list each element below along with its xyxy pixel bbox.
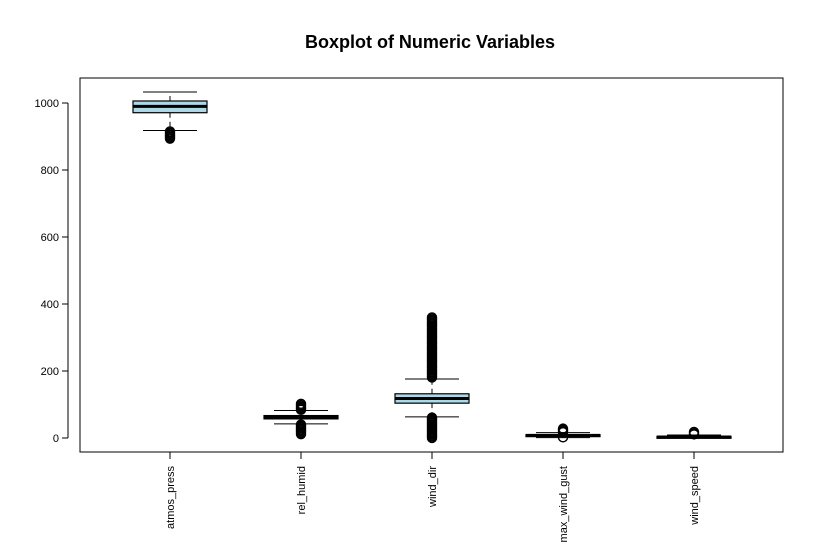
outlier-point: [295, 429, 307, 440]
x-tick-label: wind_dir: [427, 466, 439, 508]
outlier-point: [426, 432, 438, 444]
y-tick-label: 400: [41, 299, 59, 311]
outlier-point: [295, 404, 307, 416]
x-tick-label: wind_speed: [689, 466, 701, 526]
outlier-point: [164, 133, 176, 144]
chart-title: Boxplot of Numeric Variables: [305, 32, 555, 52]
y-tick-label: 1000: [35, 98, 59, 110]
box-max_wind_gust: [525, 423, 601, 443]
box-wind_dir: [394, 312, 470, 444]
outlier-point: [688, 429, 700, 440]
y-tick-label: 0: [53, 433, 59, 445]
box-wind_speed: [656, 426, 732, 440]
x-tick-label: rel_humid: [296, 466, 308, 514]
x-tick-label: atmos_press: [165, 466, 177, 529]
box-rel_humid: [263, 398, 339, 440]
x-axis: atmos_press rel_humid wind_dir max_wind_gus…: [165, 451, 701, 542]
x-tick-label: max_wind_gust: [558, 466, 570, 542]
y-tick-label: 200: [41, 366, 59, 378]
box-atmos_press: [132, 91, 208, 144]
y-tick-label: 800: [41, 165, 59, 177]
boxes: [132, 91, 732, 444]
outlier-point: [426, 372, 438, 383]
outlier-point: [557, 427, 569, 438]
y-tick-label: 600: [41, 232, 59, 244]
y-axis: 0 200 400 600 800 1000: [35, 98, 69, 445]
